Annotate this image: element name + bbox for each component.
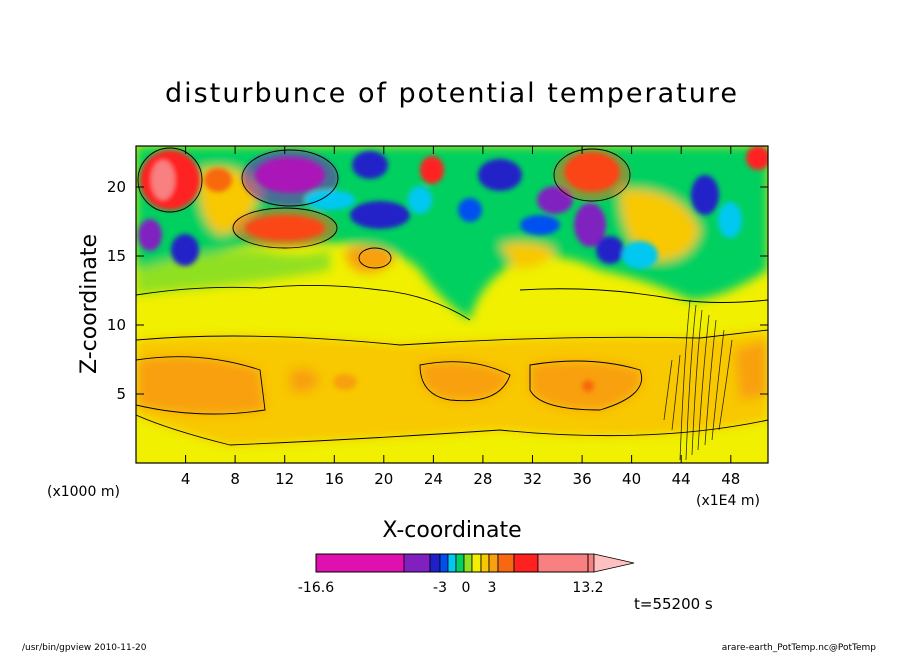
y-tick-label: 5 [116, 385, 126, 403]
colorbar-cell [439, 553, 449, 573]
colorbar-cell [513, 553, 539, 573]
x-tick-label: 24 [424, 470, 443, 488]
x-tick-label: 16 [325, 470, 344, 488]
colorbar-cell [488, 553, 499, 573]
x-tick-label: 48 [721, 470, 740, 488]
blue-blob-5 [520, 215, 560, 235]
x-tick-label: 28 [473, 470, 492, 488]
x-tick-label: 4 [181, 470, 191, 488]
colorbar-min-label: -16.6 [298, 580, 334, 596]
cyan-blob-12 [718, 202, 742, 238]
red-blob-right [746, 146, 768, 170]
blue-blob-2 [352, 151, 388, 179]
colorbar-cell [471, 553, 482, 573]
orange-blob-left-2 [204, 168, 232, 192]
x-unit-right: (x1E4 m) [696, 493, 760, 509]
x-axis-label: X-coordinate [382, 518, 521, 543]
y-tick-labels: 5 10 15 20 [107, 178, 126, 403]
colorbar-cell [497, 553, 515, 573]
x-tick-label: 32 [523, 470, 542, 488]
purple-blob-6 [574, 203, 606, 247]
blue-blob-11 [691, 175, 719, 215]
cyan-blob-14 [408, 186, 432, 214]
colorbar-mid-label: -3 [433, 580, 447, 596]
blue-blob-1 [350, 201, 410, 229]
y-axis-label: Z-coordinate [77, 234, 102, 374]
colorbar-frame [315, 553, 589, 573]
colorbar-mid-label: 0 [462, 580, 471, 596]
pink-core-left [151, 160, 175, 200]
right-orange-patch [735, 340, 768, 400]
y-tick-label: 20 [107, 178, 126, 196]
orange-blob-lower [582, 380, 594, 392]
footer-left: /usr/bin/gpview 2010-11-20 [22, 643, 147, 653]
lower-orange-band [136, 356, 265, 414]
x-tick-label: 20 [374, 470, 393, 488]
x-tick-label: 40 [622, 470, 641, 488]
plot-area [136, 146, 768, 463]
y-tick-label: 10 [107, 316, 126, 334]
axis-ticks [136, 146, 768, 463]
colorbar-mid-label: 3 [488, 580, 497, 596]
orange-blob-lower-2 [333, 374, 357, 390]
colorbar-cells [315, 553, 635, 573]
x-tick-label: 44 [672, 470, 691, 488]
purple-blob-10 [138, 219, 162, 251]
colorbar-cell [463, 553, 473, 573]
x-tick-label: 36 [573, 470, 592, 488]
x-tick-label: 12 [275, 470, 294, 488]
plot-frame [135, 145, 769, 464]
orange-ring-36 [554, 149, 630, 201]
cyan-blob-1 [305, 190, 355, 210]
colorbar-cell [537, 553, 595, 573]
lower-orange-patch-2 [290, 368, 320, 393]
colorbar-cell [447, 553, 457, 573]
chart-title: disturbunce of potential temperature [165, 78, 739, 109]
x-tick-label: 8 [230, 470, 240, 488]
red-blob-24 [420, 156, 444, 184]
blue-blob-3 [478, 159, 522, 191]
contour-lines [136, 147, 768, 446]
blue-blob-9 [171, 234, 199, 266]
lower-orange-patch [420, 361, 510, 401]
blue-blob-7 [596, 236, 624, 264]
x-unit-left: (x1000 m) [47, 484, 120, 500]
colorbar-cell [403, 553, 431, 573]
orange-ring-center [233, 208, 337, 248]
contour-features [138, 146, 768, 392]
footer-right: arare-earth_PotTemp.nc@PotTemp [722, 643, 877, 653]
y-tick-label: 15 [107, 247, 126, 265]
colorbar: -16.6 -3 0 3 13.2 [298, 553, 635, 596]
blue-blob-13 [458, 198, 482, 222]
colorbar-cell [455, 553, 465, 573]
orange-blob-19 [361, 250, 389, 266]
cyan-blob-8 [622, 241, 658, 269]
colorbar-cell [315, 553, 405, 573]
orange-mid-patch-2 [500, 242, 555, 269]
time-label: t=55200 s [634, 595, 713, 613]
x-tick-labels: 4 8 12 16 20 24 28 32 36 40 44 48 [181, 470, 741, 488]
colorbar-cell [429, 553, 441, 573]
purple-ring [242, 150, 338, 206]
colorbar-max-label: 13.2 [572, 580, 603, 596]
colorbar-cell [480, 553, 490, 573]
colorbar-max-arrow [593, 553, 635, 573]
